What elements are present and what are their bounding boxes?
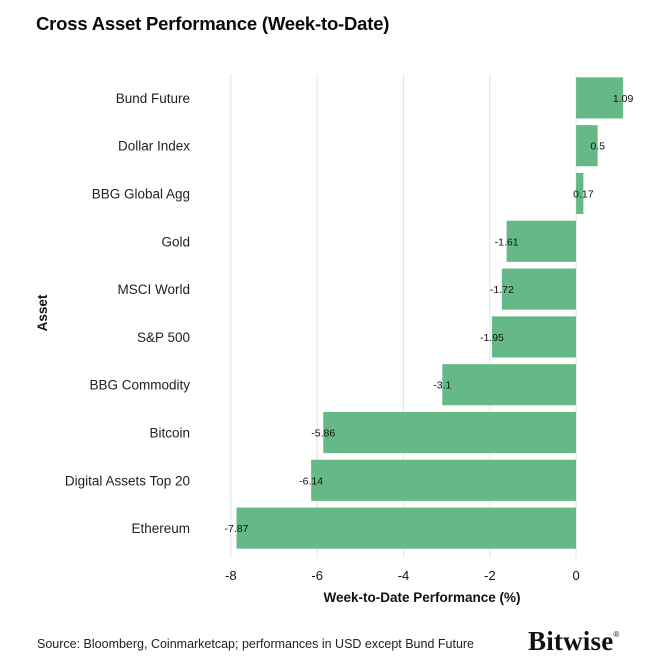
bar xyxy=(576,172,584,215)
bar xyxy=(442,364,577,406)
category-label: Digital Assets Top 20 xyxy=(65,473,190,488)
category-labels: Bund Future Dollar Index BBG Global Agg Gol… xyxy=(65,91,190,536)
x-tick-label: 0 xyxy=(572,568,579,583)
value-labels: 1.09 0.5 0.17 -1.61 -1.72 -1.95 -3.1 -5.86 -6.14… xyxy=(225,93,634,535)
x-axis-label: Week-to-Date Performance (%) xyxy=(323,590,520,605)
bar xyxy=(576,125,598,167)
bar xyxy=(491,316,577,358)
value-label: -1.61 xyxy=(495,236,519,248)
value-label: -6.14 xyxy=(299,475,323,487)
value-label: 0.17 xyxy=(573,189,594,201)
category-label: Bitcoin xyxy=(149,426,190,441)
x-tick-label: -8 xyxy=(225,568,237,583)
value-label: -3.1 xyxy=(433,380,451,392)
value-label: 1.09 xyxy=(613,93,634,105)
chart-title: Cross Asset Performance (Week-to-Date) xyxy=(36,13,390,34)
registered-mark: ® xyxy=(613,630,620,639)
x-tick-label: -6 xyxy=(311,568,323,583)
bitwise-logo: Bitwise® xyxy=(528,626,620,657)
bar xyxy=(236,507,577,549)
y-axis-label: Asset xyxy=(35,294,50,331)
bar xyxy=(501,268,577,310)
category-label: Dollar Index xyxy=(118,139,190,154)
bar xyxy=(323,411,577,454)
category-label: S&P 500 xyxy=(137,330,190,345)
bar xyxy=(311,459,577,501)
logo-text: Bitwise xyxy=(528,626,614,656)
source-note: Source: Bloomberg, Coinmarketcap; perfor… xyxy=(37,637,475,651)
category-label: Ethereum xyxy=(131,521,190,536)
value-label: -7.87 xyxy=(225,523,249,535)
value-label: 0.5 xyxy=(590,141,605,153)
bars xyxy=(236,77,624,549)
category-label: BBG Global Agg xyxy=(92,187,190,202)
bar xyxy=(506,220,577,262)
category-label: MSCI World xyxy=(117,282,190,297)
value-label: -1.72 xyxy=(490,284,514,296)
value-label: -5.86 xyxy=(311,428,335,440)
value-label: -1.95 xyxy=(480,332,504,344)
category-label: Gold xyxy=(161,234,190,249)
category-label: Bund Future xyxy=(116,91,190,106)
category-label: BBG Commodity xyxy=(89,378,190,393)
x-tick-label: -4 xyxy=(398,568,410,583)
bar xyxy=(576,77,624,119)
x-tick-label: -2 xyxy=(484,568,496,583)
x-tick-labels: -8 -6 -4 -2 0 xyxy=(225,568,580,583)
